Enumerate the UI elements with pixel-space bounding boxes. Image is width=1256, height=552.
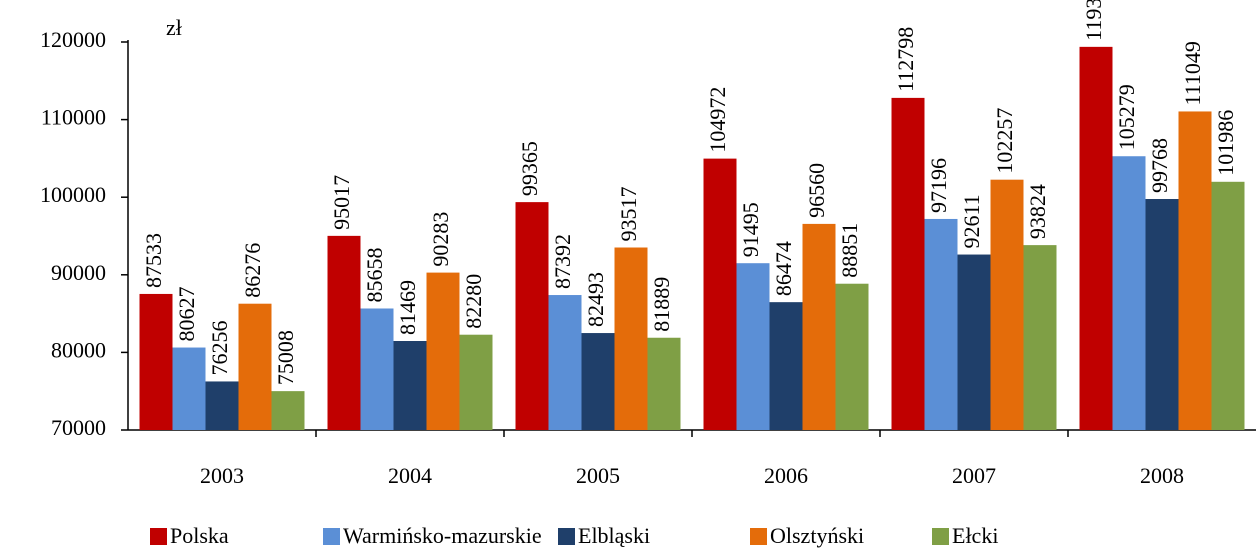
bar <box>990 179 1024 430</box>
bar <box>647 337 681 430</box>
bar <box>548 295 582 430</box>
data-label: 101986 <box>1213 110 1238 176</box>
bar <box>393 341 427 430</box>
legend-label: Warmińsko-mazurskie <box>343 523 542 548</box>
legend-swatch <box>558 528 575 545</box>
x-tick-label: 2003 <box>200 463 244 488</box>
y-tick-label: 90000 <box>51 260 106 285</box>
data-label: 95017 <box>329 175 354 230</box>
bar <box>703 158 737 430</box>
data-label: 82280 <box>461 274 486 329</box>
bar <box>1145 199 1179 430</box>
data-label: 82493 <box>583 272 608 327</box>
bar <box>1079 46 1113 431</box>
bar <box>238 303 272 430</box>
bar <box>924 218 958 430</box>
data-label: 99768 <box>1147 138 1172 193</box>
x-tick-label: 2005 <box>576 463 620 488</box>
legend-swatch <box>750 528 767 545</box>
x-tick-label: 2007 <box>952 463 996 488</box>
bar <box>327 235 361 430</box>
bar <box>1023 245 1057 430</box>
bar <box>802 223 836 430</box>
y-tick-label: 100000 <box>40 182 106 207</box>
x-tick-label: 2008 <box>1140 463 1184 488</box>
data-label: 81889 <box>649 277 674 332</box>
legend-label: Elbląski <box>578 523 650 548</box>
data-label: 86276 <box>240 243 265 298</box>
data-label: 102257 <box>992 108 1017 174</box>
bar <box>271 391 305 430</box>
bar <box>835 283 869 430</box>
bar <box>172 347 206 430</box>
bar <box>515 202 549 430</box>
data-label: 105279 <box>1114 84 1139 150</box>
legend-label: Olsztyński <box>770 523 864 548</box>
data-label: 76256 <box>207 320 232 375</box>
data-label: 88851 <box>837 223 862 278</box>
bar <box>426 272 460 430</box>
bar <box>957 254 991 430</box>
bar <box>581 333 615 430</box>
legend-swatch <box>932 528 949 545</box>
bar <box>139 293 173 430</box>
data-label: 87533 <box>141 233 166 288</box>
bar <box>769 302 803 430</box>
y-tick-label: 70000 <box>51 415 106 440</box>
data-label: 80627 <box>174 287 199 342</box>
data-label: 96560 <box>804 163 829 218</box>
data-label: 97196 <box>926 158 951 213</box>
data-label: 86474 <box>771 241 796 296</box>
data-label: 111049 <box>1180 41 1205 105</box>
data-label: 87392 <box>550 234 575 289</box>
data-label: 104972 <box>705 87 730 153</box>
data-label: 92611 <box>959 194 984 248</box>
bar <box>205 381 239 430</box>
bar <box>459 334 493 430</box>
legend-swatch <box>150 528 167 545</box>
bar <box>1178 111 1212 430</box>
y-tick-label: 120000 <box>40 27 106 52</box>
data-label: 75008 <box>273 330 298 385</box>
bar <box>891 97 925 431</box>
legend-label: Polska <box>170 523 229 548</box>
bar <box>736 263 770 430</box>
bar <box>1211 181 1245 430</box>
data-label: 93517 <box>616 187 641 242</box>
data-label: 93824 <box>1025 184 1050 239</box>
x-tick-label: 2006 <box>764 463 808 488</box>
data-label: 112798 <box>893 27 918 92</box>
legend-swatch <box>323 528 340 545</box>
data-label: 90283 <box>428 212 453 267</box>
x-tick-label: 2004 <box>388 463 432 488</box>
bar <box>360 308 394 430</box>
data-label: 91495 <box>738 202 763 257</box>
bar <box>1112 156 1146 430</box>
bar <box>614 247 648 430</box>
y-tick-label: 80000 <box>51 337 106 362</box>
unit-label: zł <box>166 15 182 40</box>
data-label: 81469 <box>395 280 420 335</box>
data-label: 99365 <box>517 141 542 196</box>
y-tick-label: 110000 <box>41 105 106 130</box>
data-label: 85658 <box>362 247 387 302</box>
legend-label: Ełcki <box>952 523 998 548</box>
data-label: 119374 <box>1081 0 1106 41</box>
